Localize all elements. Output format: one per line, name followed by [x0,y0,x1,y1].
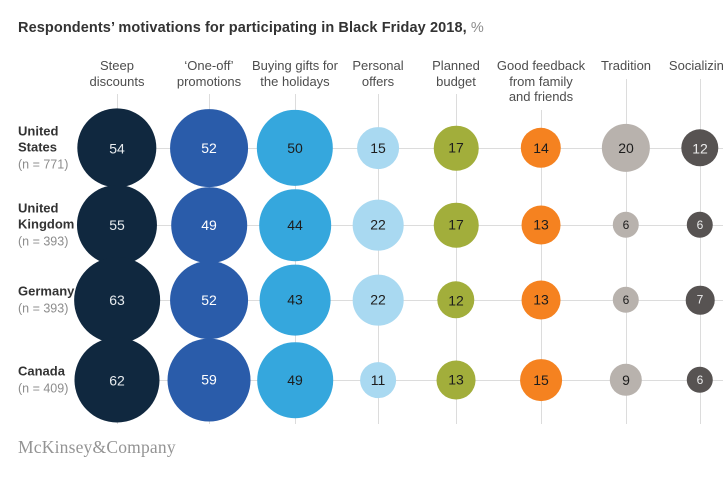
bubble-value: 54 [109,139,125,156]
bubble-value: 49 [287,372,303,388]
bubble-value: 62 [109,372,125,388]
row-label: United Kingdom (n = 393) [18,201,98,250]
row-label: United States (n = 771) [18,124,98,173]
grid-vline [456,94,457,424]
bubble-value: 59 [201,371,217,388]
bubble-value: 52 [201,292,217,308]
grid-hline [117,300,723,301]
row-name: United States [18,123,59,155]
bubble-value: 6 [622,217,630,232]
row-sample-size: (n = 393) [18,301,69,316]
bubble: 63 [74,257,160,343]
bubble-value: 13 [448,372,464,388]
bubble: 13 [521,205,561,245]
bubble-value: 15 [370,139,386,156]
grid-vline [541,109,542,424]
grid-hline [117,225,723,226]
bubble-value: 43 [287,292,303,308]
bubble-value: 11 [370,372,386,388]
bubble-value: 55 [109,217,125,233]
bubble-value: 20 [618,139,634,156]
bubble: 12 [437,281,475,319]
bubble-value: 63 [109,292,125,308]
bubble: 7 [685,285,715,315]
bubble-value: 12 [692,140,708,156]
bubble-value: 22 [370,292,386,308]
bubble-value: 17 [448,139,464,156]
bubble-value: 50 [287,139,303,156]
grid-vline [378,94,379,424]
bubble: 17 [433,202,479,248]
bubble: 15 [357,127,399,169]
bubble-value: 6 [696,217,704,232]
chart-title-unit: % [470,20,484,36]
grid-vline [626,78,627,424]
bubble: 52 [170,109,248,187]
bubble-value: 15 [533,371,549,388]
column-header: Buying gifts for the holidays [252,58,338,89]
bubble: 11 [360,362,396,398]
bubble: 13 [521,280,561,320]
bubble-value: 17 [448,216,464,233]
column-header: Good feedback from family and friends [496,58,586,104]
row-sample-size: (n = 771) [18,157,69,172]
bubble-value: 49 [201,217,217,233]
column-header: Socializing [668,58,723,73]
row-name: Canada [18,363,65,379]
bubble: 6 [686,366,714,394]
bubble: 22 [352,274,404,326]
bubble-value: 9 [622,371,630,388]
bubble: 50 [256,109,334,187]
chart-title: Respondents’ motivations for participati… [18,20,484,36]
bubble: 62 [74,337,160,423]
row-label: Canada (n = 409) [18,364,98,397]
bubble: 6 [686,211,714,239]
bubble: 6 [612,211,640,239]
row-sample-size: (n = 393) [18,234,69,249]
bubble-value: 12 [448,292,464,308]
bubble-value: 6 [696,372,704,387]
column-header: Tradition [600,58,652,73]
bubble-value: 14 [533,140,549,156]
bubble-value: 52 [201,140,217,156]
bubble-value: 6 [622,292,630,307]
grid-hline [117,380,723,381]
column-header: Steep discounts [89,58,145,89]
bubble: 14 [520,127,562,169]
bubble: 6 [612,286,640,314]
grid-hline [117,148,723,149]
bubble: 17 [433,125,479,171]
bubble: 20 [601,123,651,173]
bubble: 55 [76,184,158,266]
row-name: Germany [18,283,75,299]
bubble: 12 [681,129,719,167]
grid-vline [700,78,701,424]
row-sample-size: (n = 409) [18,381,69,396]
bubble: 54 [77,108,157,188]
column-header: ‘One-off’ promotions [176,58,242,89]
column-header: Personal offers [352,58,404,89]
bubble-value: 13 [533,292,549,308]
bubble-value: 13 [533,217,549,233]
row-label: Germany (n = 393) [18,284,98,317]
bubble: 49 [257,342,333,418]
row-name: United Kingdom [18,200,75,232]
bubble-value: 44 [287,217,303,233]
chart-title-text: Respondents’ motivations for participati… [18,20,467,36]
mckinsey-logo: McKinsey&Company [18,437,176,457]
bubble: 49 [171,187,247,263]
bubble: 22 [352,199,404,251]
bubble-value: 7 [696,293,704,307]
bubble: 44 [259,189,331,261]
bubble: 52 [170,261,248,339]
bubble: 59 [167,338,251,422]
bubble: 9 [609,363,643,397]
column-header: Planned budget [432,58,480,89]
bubble: 15 [520,359,562,401]
bubble: 43 [259,264,331,336]
bubble-value: 22 [370,217,386,233]
bubble: 13 [436,360,476,400]
